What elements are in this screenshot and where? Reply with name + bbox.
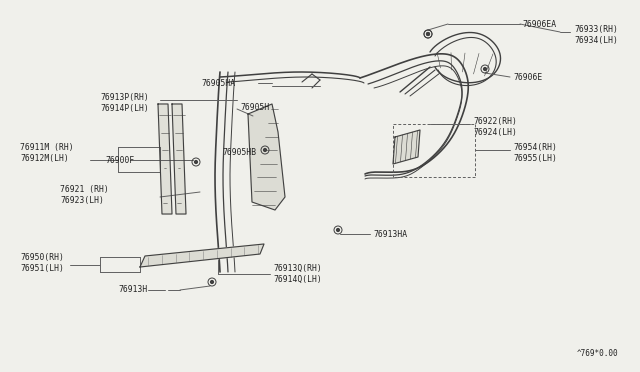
Text: 76913H: 76913H: [118, 285, 147, 295]
Circle shape: [427, 33, 429, 35]
Text: 76905HA: 76905HA: [201, 78, 235, 87]
Polygon shape: [158, 104, 172, 214]
Circle shape: [211, 280, 213, 283]
Text: ^769*0.00: ^769*0.00: [577, 350, 618, 359]
Circle shape: [427, 33, 429, 35]
Circle shape: [337, 229, 339, 231]
Circle shape: [264, 148, 266, 151]
Text: 76922(RH)
76924(LH): 76922(RH) 76924(LH): [473, 117, 517, 137]
Text: 76950(RH)
76951(LH): 76950(RH) 76951(LH): [20, 253, 64, 273]
Polygon shape: [140, 244, 264, 267]
Text: 76905H: 76905H: [240, 103, 269, 112]
Text: 76900F: 76900F: [105, 155, 134, 164]
Text: 76933(RH)
76934(LH): 76933(RH) 76934(LH): [574, 25, 618, 45]
Text: 76913P(RH)
76914P(LH): 76913P(RH) 76914P(LH): [100, 93, 148, 113]
Text: 76913HA: 76913HA: [373, 230, 407, 238]
Text: 76906EA: 76906EA: [522, 19, 556, 29]
Text: 76954(RH)
76955(LH): 76954(RH) 76955(LH): [513, 143, 557, 163]
Text: 76913Q(RH)
76914Q(LH): 76913Q(RH) 76914Q(LH): [273, 264, 322, 284]
Text: 76911M (RH)
76912M(LH): 76911M (RH) 76912M(LH): [20, 143, 74, 163]
Polygon shape: [248, 104, 285, 210]
Text: 76906E: 76906E: [513, 73, 542, 81]
Circle shape: [195, 161, 197, 163]
Polygon shape: [393, 130, 420, 164]
Text: 76921 (RH)
76923(LH): 76921 (RH) 76923(LH): [60, 185, 109, 205]
Circle shape: [484, 68, 486, 70]
Text: 76905HB: 76905HB: [222, 148, 256, 157]
Polygon shape: [172, 104, 186, 214]
